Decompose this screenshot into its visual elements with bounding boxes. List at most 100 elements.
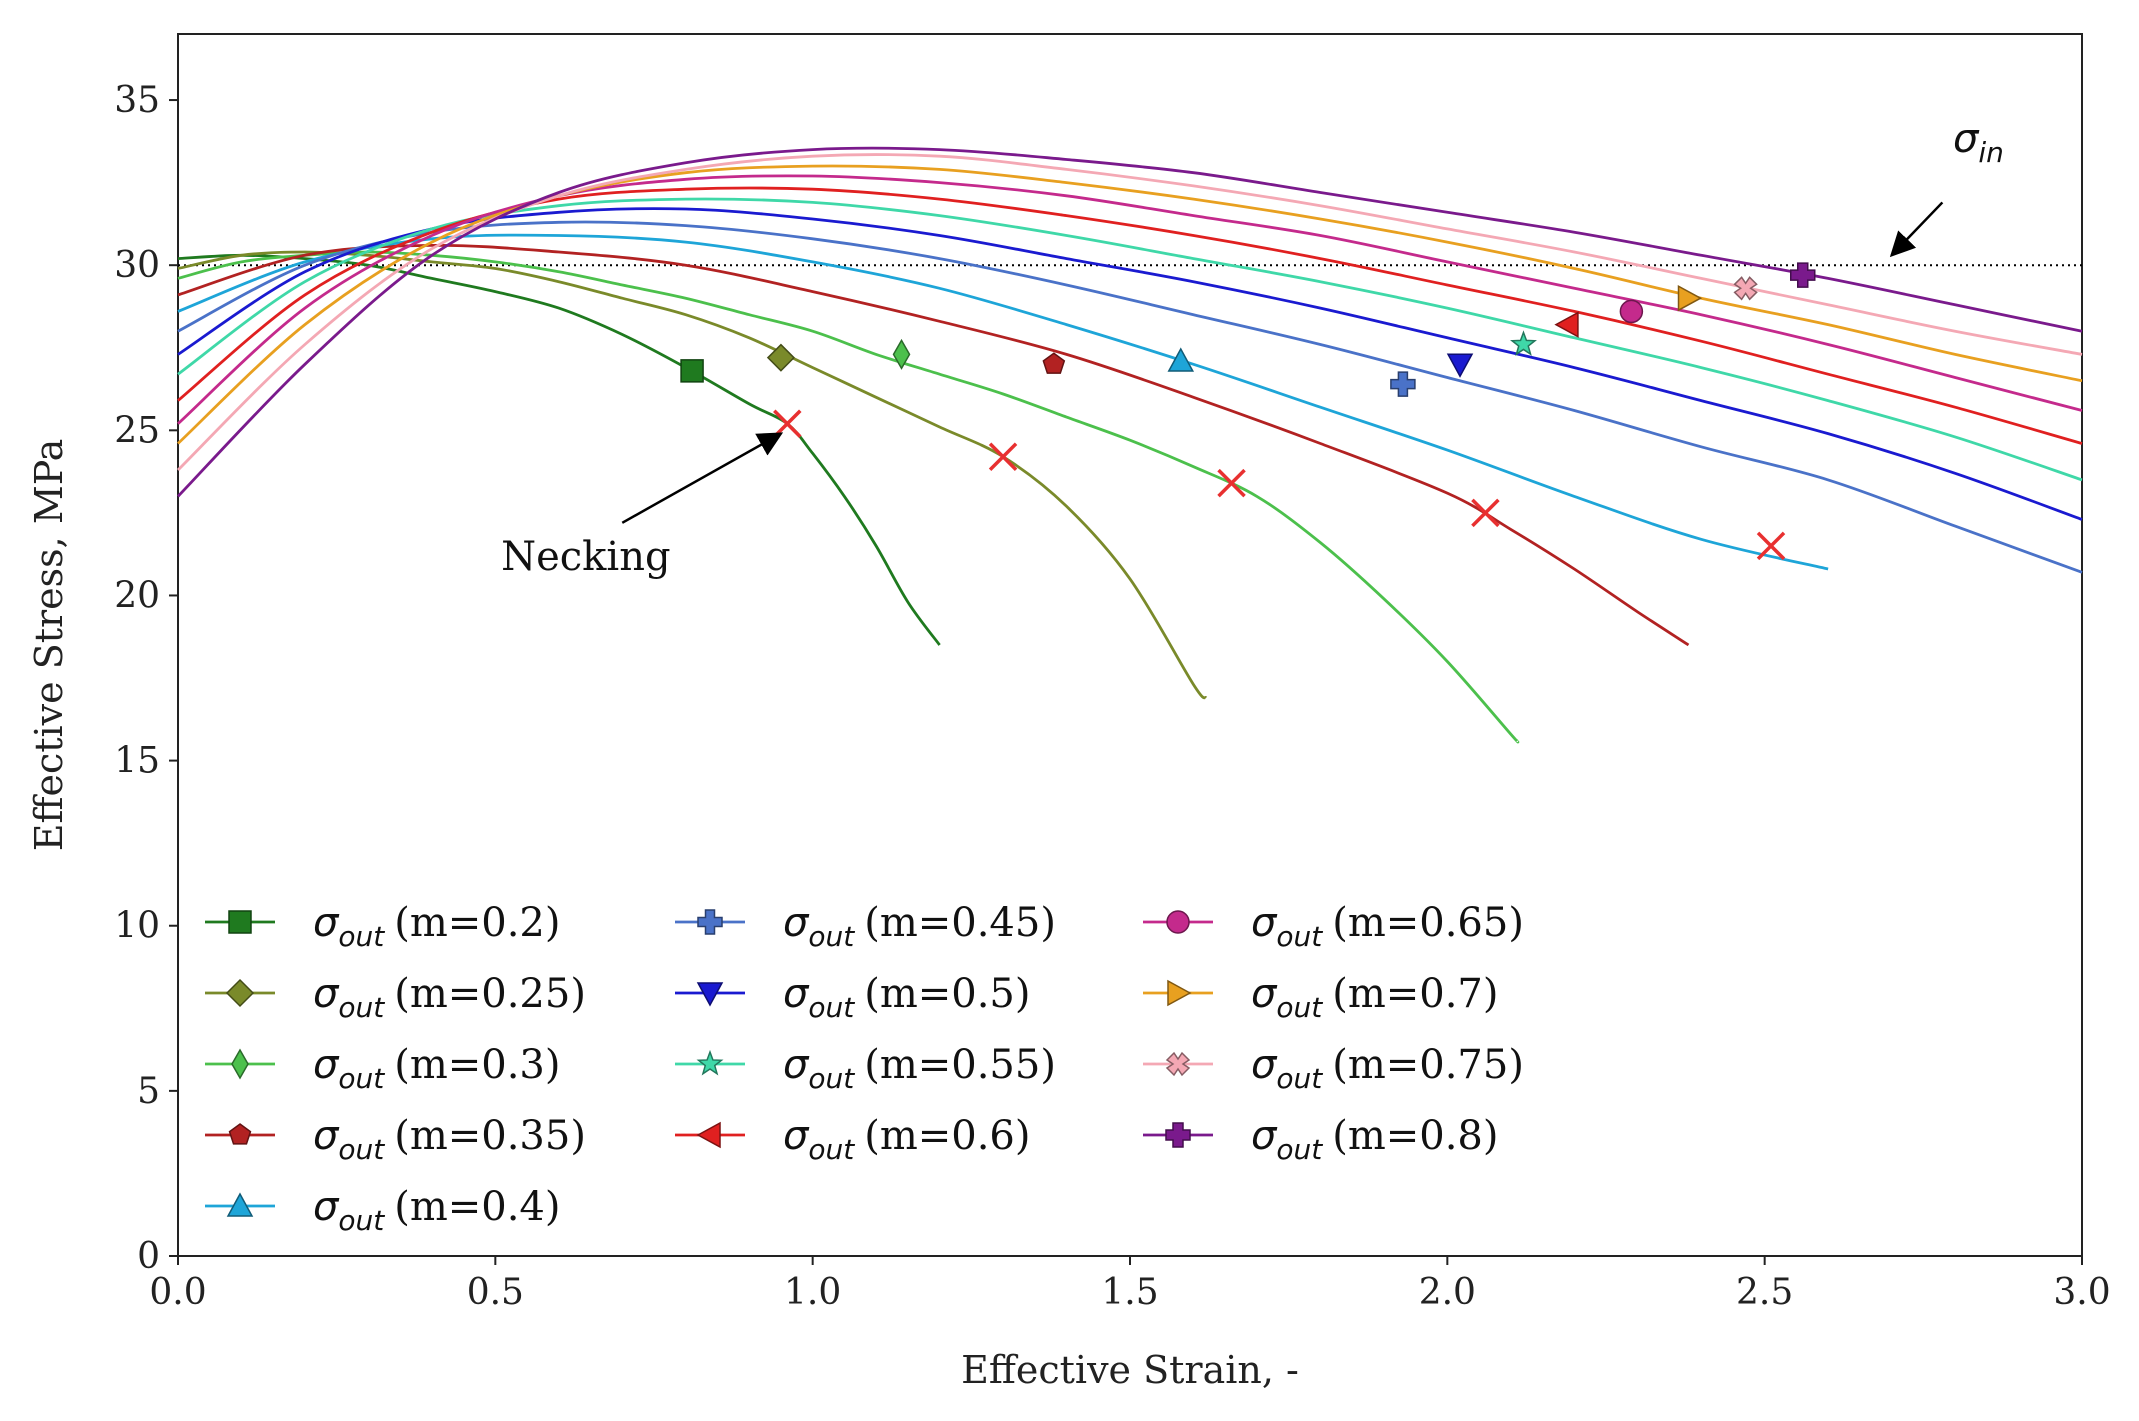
x-axis-label: Effective Strain, - [961,1348,1299,1392]
necking-cross-stroke [1217,468,1246,498]
legend-entry-2: σout (m=0.3) [205,1042,561,1095]
legend-subscript: out [338,1062,385,1095]
legend-label: σout (m=0.75) [1251,1042,1524,1095]
series-line-2 [177,250,1520,744]
legend-label: σout (m=0.3) [313,1042,561,1095]
legend-sigma: σ [783,900,810,946]
legend-param: (m=0.45) [864,900,1056,946]
x-tick-label: 0.5 [467,1272,524,1313]
y-tick-label: 10 [114,906,160,947]
necking-point-4 [1756,531,1786,561]
legend-entry-9: σout (m=0.65) [1143,900,1524,953]
necking-point-1 [988,442,1018,471]
legend-subscript: out [808,1062,855,1095]
legend-param: (m=0.3) [394,1042,560,1088]
series-line-9 [177,174,2083,425]
legend-param: (m=0.4) [394,1184,560,1230]
markers-layer [680,262,1816,561]
legend-sigma: σ [1251,900,1278,946]
series-line-1 [177,250,1208,700]
legend-sigma: σ [783,1042,810,1088]
legend-label: σout (m=0.5) [783,971,1031,1024]
legend-param: (m=0.25) [394,971,586,1017]
legend-marker [696,1049,724,1076]
legend-sigma: σ [313,900,340,946]
x-tick-label: 2.5 [1736,1272,1793,1313]
legend-label: σout (m=0.4) [313,1184,561,1237]
legend-param: (m=0.7) [1332,971,1498,1017]
series-line-7 [177,197,2083,482]
series-marker-8 [1554,311,1579,338]
legend-marker [231,1048,249,1080]
legend-marker [1165,1122,1191,1148]
legend-marker [696,982,724,1007]
series-marker-5 [1390,371,1416,397]
legend-sigma: σ [313,1042,340,1088]
sigma-in-label: σin [1953,116,2004,169]
legend-entry-4: σout (m=0.4) [205,1184,561,1237]
series-marker-6 [1446,353,1474,378]
legend-marker [1166,910,1190,934]
legend-param: (m=0.2) [394,900,560,946]
curves-layer [176,146,2083,744]
necking-point-0 [773,409,802,438]
legend-subscript: out [338,920,385,953]
series-marker-1 [766,343,795,372]
series-line-12 [176,146,2083,498]
legend-param: (m=0.35) [394,1113,586,1159]
x-tick-label: 1.5 [1101,1272,1158,1313]
sigma-in-subscript: in [1978,136,2004,169]
legend-marker [228,1123,252,1145]
legend-marker [697,909,723,935]
series-line-0 [177,253,941,646]
series-line-4 [177,233,1829,571]
legend-marker [696,1121,721,1149]
sigma-in-arrow [1889,201,1944,258]
x-tick-label: 3.0 [2053,1272,2110,1313]
legend-entry-10: σout (m=0.7) [1143,971,1499,1024]
ticks-layer: 0.0 0.5 1.0 1.5 2.0 2.5 3.0 0 5 10 15 20 25 30 35 [114,80,2110,1313]
legend-sigma: σ [1251,971,1278,1017]
legend-entry-1: σout (m=0.25) [205,971,586,1024]
legend-entry-11: σout (m=0.75) [1143,1042,1524,1095]
legend-subscript: out [1276,991,1323,1024]
legend-param: (m=0.6) [864,1113,1030,1159]
legend-sigma: σ [783,971,810,1017]
legend-subscript: out [808,991,855,1024]
legend-subscript: out [338,1133,385,1166]
legend-label: σout (m=0.7) [1251,971,1499,1024]
legend-entry-0: σout (m=0.2) [205,900,561,953]
legend-subscript: out [338,1204,385,1237]
legend-sigma: σ [783,1113,810,1159]
legend: σout (m=0.2)σout (m=0.25)σout (m=0.3)σout (m… [205,900,1524,1237]
series-marker-9 [1619,299,1644,324]
legend-subscript: out [338,991,385,1024]
sigma-in-symbol: σ [1953,116,1980,162]
legend-entry-5: σout (m=0.45) [675,900,1056,953]
y-tick-label: 15 [114,741,160,782]
legend-marker [225,978,255,1008]
series-marker-4 [1167,347,1195,372]
legend-param: (m=0.75) [1332,1042,1524,1088]
legend-subscript: out [1276,920,1323,953]
series-marker-7 [1510,330,1537,356]
series-marker-10 [1677,284,1703,312]
legend-entry-3: σout (m=0.35) [205,1113,586,1166]
series-marker-2 [892,338,911,370]
legend-label: σout (m=0.6) [783,1113,1031,1166]
legend-sigma: σ [313,971,340,1017]
legend-sigma: σ [1251,1042,1278,1088]
legend-entry-12: σout (m=0.8) [1143,1113,1499,1166]
legend-label: σout (m=0.25) [313,971,586,1024]
legend-label: σout (m=0.8) [1251,1113,1499,1166]
necking-annotation: Necking [501,534,670,580]
necking-cross-stroke [988,442,1018,471]
series-line-10 [177,164,2083,445]
legend-subscript: out [1276,1062,1323,1095]
y-tick-label: 35 [114,80,160,121]
x-tick-label: 0.0 [149,1272,206,1313]
legend-sigma: σ [313,1113,340,1159]
y-tick-label: 30 [114,245,160,286]
legend-entry-7: σout (m=0.55) [675,1042,1056,1095]
legend-marker [1167,979,1192,1007]
